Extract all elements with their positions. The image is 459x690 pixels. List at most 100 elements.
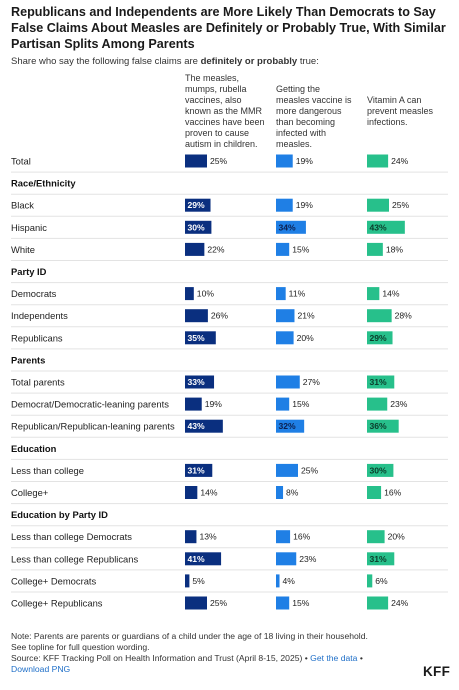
data-label: 25% — [392, 200, 410, 210]
data-label: 31% — [188, 465, 206, 475]
data-label: 24% — [391, 156, 409, 166]
section-heading: Education by Party ID — [11, 509, 108, 520]
bar — [185, 486, 198, 499]
bar — [276, 397, 290, 411]
data-label: 19% — [296, 156, 314, 166]
row-label: College+ Republicans — [11, 598, 103, 609]
row-label: Independents — [11, 310, 68, 321]
data-label: 16% — [384, 488, 402, 498]
bar — [367, 397, 388, 411]
bar — [367, 463, 394, 477]
bar — [185, 154, 207, 168]
data-label: 20% — [297, 333, 315, 343]
data-label: 43% — [188, 421, 206, 431]
section-heading: Race/Ethnicity — [11, 178, 76, 189]
bar — [276, 287, 286, 301]
chart-title: Republicans and Independents are More Li… — [11, 5, 446, 51]
column-header-vaccine-danger: Getting the measles vaccine is more dang… — [276, 84, 352, 149]
data-label: 43% — [370, 222, 388, 232]
source-line: Source: KFF Tracking Poll on Health Info… — [11, 653, 363, 663]
row-label: Less than college Democrats — [11, 531, 132, 542]
column-header-mmr-autism: The measles, mumps, rubella vaccines, al… — [185, 73, 265, 149]
data-label: 29% — [370, 333, 388, 343]
bar — [367, 419, 399, 433]
data-label: 15% — [292, 399, 310, 409]
bar — [185, 552, 222, 566]
bar — [367, 596, 389, 610]
bar — [367, 530, 385, 544]
section-heading: Parents — [11, 354, 45, 365]
bar — [276, 596, 290, 610]
bar — [367, 331, 393, 345]
row-label: Total parents — [11, 377, 65, 388]
data-label: 32% — [279, 421, 297, 431]
bar — [185, 198, 211, 212]
bar — [276, 154, 293, 168]
data-label: 15% — [292, 598, 310, 608]
note-line-2: See topline for full question wording. — [11, 642, 150, 652]
data-label: 21% — [297, 311, 315, 321]
bar — [185, 375, 215, 389]
bar — [185, 419, 223, 433]
bar — [276, 552, 297, 566]
data-label: 30% — [370, 465, 388, 475]
bar — [185, 463, 213, 477]
section-heading: Education — [11, 443, 57, 454]
bar — [367, 154, 389, 168]
data-label: 29% — [188, 200, 206, 210]
bar — [185, 287, 194, 301]
data-label: 31% — [370, 377, 388, 387]
data-label: 36% — [370, 421, 388, 431]
data-label: 8% — [286, 488, 299, 498]
bar — [185, 331, 216, 345]
bar — [367, 375, 395, 389]
bar — [185, 574, 190, 588]
bar — [276, 463, 298, 477]
footnote: Note: Parents are parents or guardians o… — [11, 631, 431, 675]
data-label: 22% — [207, 244, 225, 254]
bar — [276, 419, 305, 433]
data-label: 30% — [188, 222, 206, 232]
data-label: 14% — [200, 488, 218, 498]
bar — [276, 375, 300, 389]
bar — [185, 596, 207, 610]
get-data-link[interactable]: Get the data — [310, 653, 358, 663]
data-label: 25% — [210, 156, 228, 166]
bar — [367, 552, 395, 566]
data-label: 25% — [210, 598, 228, 608]
column-header-vitamin-a: Vitamin A can prevent measles infections… — [367, 95, 434, 127]
bar — [367, 287, 380, 301]
download-png-link[interactable]: Download PNG — [11, 664, 71, 674]
data-label: 11% — [289, 289, 306, 299]
kff-logo: KFF — [423, 664, 451, 679]
bar — [185, 242, 205, 256]
data-label: 19% — [205, 399, 223, 409]
bar — [367, 242, 383, 256]
bar — [367, 198, 389, 212]
data-label: 15% — [292, 244, 310, 254]
bar-chart: Total 25% 19% 24% Race/Ethnicity Black 29% 19% 2… — [11, 154, 448, 610]
data-label: 31% — [370, 554, 388, 564]
data-label: 20% — [388, 532, 406, 542]
data-label: 5% — [192, 576, 205, 586]
bar — [276, 530, 291, 544]
data-label: 13% — [199, 532, 217, 542]
data-label: 24% — [391, 598, 409, 608]
bar — [276, 486, 284, 499]
data-label: 26% — [211, 311, 229, 321]
row-label: College+ — [11, 487, 49, 498]
bar — [276, 242, 290, 256]
bar — [276, 331, 294, 345]
data-label: 34% — [279, 222, 297, 232]
bar — [367, 220, 405, 234]
bar — [185, 220, 212, 234]
bar — [276, 198, 293, 212]
bar — [185, 397, 202, 411]
data-label: 23% — [390, 399, 408, 409]
data-label: 41% — [188, 554, 206, 564]
chart-subtitle: Share who say the following false claims… — [11, 56, 319, 67]
bar — [367, 574, 373, 588]
bar — [276, 574, 280, 588]
row-label: Total — [11, 156, 31, 167]
bar — [276, 220, 306, 234]
